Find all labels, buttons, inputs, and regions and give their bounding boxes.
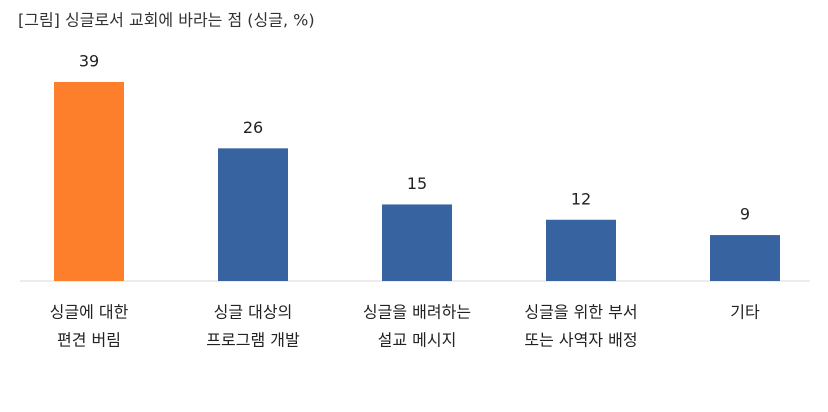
value-label: 9 xyxy=(740,205,750,224)
value-label: 39 xyxy=(79,52,99,71)
x-tick-label: 싱글을 배려하는 xyxy=(363,303,471,322)
x-tick-label: 편견 버림 xyxy=(57,331,121,350)
x-tick-label: 싱글에 대한 xyxy=(50,303,129,322)
value-label: 12 xyxy=(571,189,591,208)
bar xyxy=(54,82,124,281)
x-tick-label: 프로그램 개발 xyxy=(206,331,300,350)
chart-title: [그림] 싱글로서 교회에 바라는 점 (싱글, %) xyxy=(18,11,315,30)
x-tick-label: 싱글 대상의 xyxy=(214,303,293,322)
x-tick-label: 설교 메시지 xyxy=(378,331,457,350)
value-label: 15 xyxy=(407,174,427,193)
value-label: 26 xyxy=(243,118,263,137)
x-tick-label: 기타 xyxy=(730,303,760,322)
bar xyxy=(710,235,780,281)
x-tick-label: 싱글을 위한 부서 xyxy=(524,303,637,322)
bar xyxy=(382,204,452,281)
bar xyxy=(218,148,288,281)
bar xyxy=(546,219,616,281)
x-tick-label: 또는 사역자 배정 xyxy=(524,331,637,350)
